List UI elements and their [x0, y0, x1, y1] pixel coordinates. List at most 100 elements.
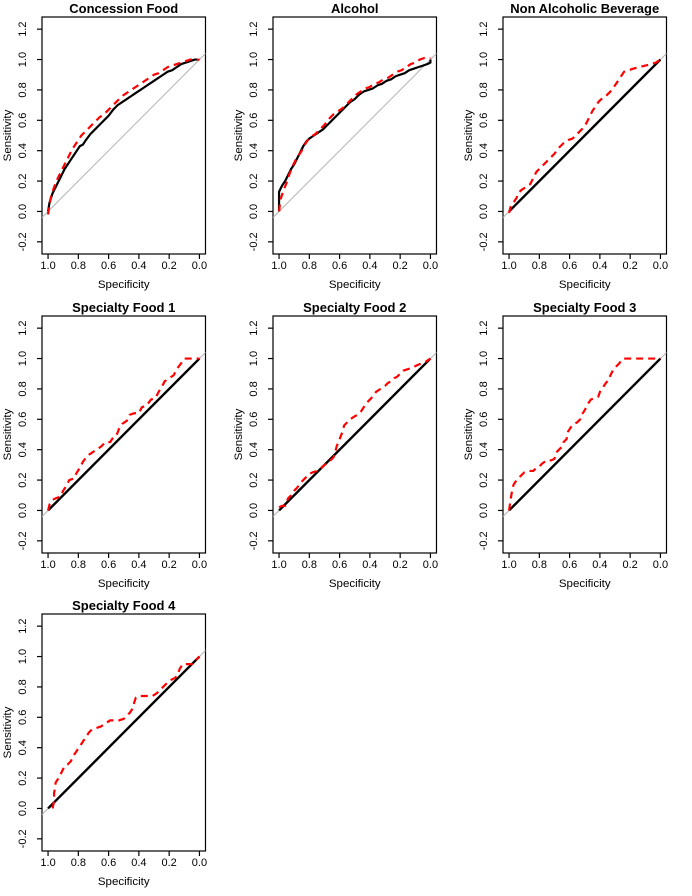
y-axis-tick-label: -0.2: [17, 830, 29, 849]
y-axis-tick-label: -0.2: [17, 531, 29, 550]
panel-title: Concession Food: [69, 1, 178, 16]
y-axis-tick-label: -0.2: [478, 531, 490, 550]
y-axis-tick-label: 0.2: [478, 173, 490, 188]
y-axis-tick-label: 1.0: [478, 52, 490, 67]
y-axis-tick-label: 0.8: [248, 381, 260, 396]
y-axis-label: Sensitivity: [2, 109, 14, 161]
x-axis-tick-label: 0.8: [301, 559, 316, 571]
x-axis-tick-label: 1.0: [40, 857, 55, 869]
plot-box: [502, 16, 668, 255]
x-axis-tick-label: 0.8: [532, 559, 547, 571]
x-axis-tick-label: 0.0: [192, 857, 207, 869]
y-axis-tick-label: 1.2: [478, 22, 490, 37]
y-axis-tick-label: 0.6: [248, 113, 260, 128]
roc-curve-red: [46, 357, 200, 511]
x-axis-tick-label: 0.6: [562, 260, 577, 272]
y-axis-tick-label: 0.8: [478, 381, 490, 396]
y-axis-tick-label: 0.6: [17, 113, 29, 128]
x-axis-tick-label: 0.0: [192, 559, 207, 571]
roc-curve-red: [46, 58, 200, 215]
x-axis-tick-label: 0.0: [422, 559, 437, 571]
y-axis-label: Sensitivity: [2, 707, 14, 759]
x-axis-tick-label: 0.6: [332, 559, 347, 571]
y-axis-tick-label: 0.4: [478, 442, 490, 457]
y-axis-tick-label: 0.8: [478, 82, 490, 97]
x-axis-label: Specificity: [329, 279, 381, 291]
x-axis-tick-label: 0.4: [131, 857, 146, 869]
y-axis-tick-label: 1.2: [478, 320, 490, 335]
x-axis-tick-label: 1.0: [271, 559, 286, 571]
y-axis-tick-label: 0.4: [248, 442, 260, 457]
x-axis-tick-label: 0.6: [562, 559, 577, 571]
roc-curve-red: [51, 656, 201, 809]
plot-box: [502, 315, 668, 554]
y-axis-tick-label: 1.0: [478, 351, 490, 366]
x-axis-tick-label: 1.0: [271, 260, 286, 272]
y-axis-label: Sensitivity: [233, 408, 245, 460]
y-axis-tick-label: -0.2: [248, 531, 260, 550]
x-axis-tick-label: 0.4: [593, 260, 608, 272]
x-axis-tick-label: 0.2: [392, 559, 407, 571]
roc-panel-alcohol: Alcohol 1.0 0.8 0.6 0.4 0.2 0.0 -0.2 0.0 0.2 0.4 0.…: [233, 1, 438, 291]
x-axis-tick-label: 0.0: [192, 260, 207, 272]
x-axis-tick-label: 1.0: [40, 260, 55, 272]
y-axis-tick-label: 1.0: [248, 52, 260, 67]
y-axis-tick-label: -0.2: [17, 232, 29, 251]
y-axis-tick-label: 0.2: [17, 472, 29, 487]
x-axis-tick-label: 0.0: [653, 559, 668, 571]
y-axis-tick-label: 0.8: [17, 381, 29, 396]
x-axis-tick-label: 1.0: [40, 559, 55, 571]
y-axis-tick-label: 0.0: [248, 204, 260, 219]
y-axis-tick-label: 1.0: [248, 351, 260, 366]
x-axis-tick-label: 0.2: [162, 559, 177, 571]
x-axis-tick-label: 0.2: [392, 260, 407, 272]
x-axis-tick-label: 0.2: [623, 559, 638, 571]
y-axis-tick-label: 0.4: [17, 143, 29, 158]
plot-box: [41, 315, 207, 554]
roc-curve-black: [46, 58, 200, 212]
x-axis-tick-label: 0.2: [162, 857, 177, 869]
x-axis-label: Specificity: [98, 279, 150, 291]
y-axis-tick-label: 0.0: [478, 502, 490, 517]
x-axis-tick-label: 0.8: [71, 857, 86, 869]
y-axis-tick-label: 0.6: [248, 411, 260, 426]
y-axis-tick-label: 0.4: [17, 740, 29, 755]
x-axis-label: Specificity: [98, 578, 150, 590]
y-axis-tick-label: 0.4: [17, 442, 29, 457]
y-axis-tick-label: 1.2: [17, 22, 29, 37]
y-axis-tick-label: 0.2: [478, 472, 490, 487]
y-axis-tick-label: 0.6: [17, 710, 29, 725]
roc-curve-red: [278, 357, 431, 509]
plot-box: [41, 16, 207, 255]
plot-box: [41, 613, 207, 852]
panel-title: Non Alcoholic Beverage: [511, 1, 660, 16]
x-axis-tick-label: 0.4: [362, 260, 377, 272]
x-axis-tick-label: 0.8: [301, 260, 316, 272]
panel-title: Specialty Food 4: [72, 598, 176, 613]
x-axis-tick-label: 0.6: [332, 260, 347, 272]
y-axis-label: Sensitivity: [233, 109, 245, 161]
plot-box: [272, 16, 437, 255]
x-axis-tick-label: 0.2: [162, 260, 177, 272]
y-axis-tick-label: 0.2: [248, 472, 260, 487]
y-axis-tick-label: 0.2: [17, 771, 29, 786]
x-axis-tick-label: 0.6: [101, 857, 116, 869]
x-axis-tick-label: 0.0: [653, 260, 668, 272]
panel-title: Specialty Food 1: [72, 300, 175, 315]
reference-diagonal-line: [272, 53, 437, 218]
x-axis-tick-label: 0.8: [532, 260, 547, 272]
y-axis-tick-label: 1.2: [248, 320, 260, 335]
y-axis-tick-label: 0.6: [478, 411, 490, 426]
y-axis-tick-label: 0.8: [17, 680, 29, 695]
chance-line-black: [508, 58, 662, 213]
x-axis-tick-label: 1.0: [502, 559, 517, 571]
chance-line-black: [47, 357, 201, 511]
y-axis-tick-label: 1.2: [17, 320, 29, 335]
y-axis-tick-label: -0.2: [248, 232, 260, 251]
y-axis-tick-label: 0.4: [248, 143, 260, 158]
y-axis-tick-label: 0.6: [478, 113, 490, 128]
y-axis-tick-label: 1.0: [17, 351, 29, 366]
y-axis-tick-label: 1.2: [17, 619, 29, 634]
x-axis-label: Specificity: [98, 876, 150, 888]
